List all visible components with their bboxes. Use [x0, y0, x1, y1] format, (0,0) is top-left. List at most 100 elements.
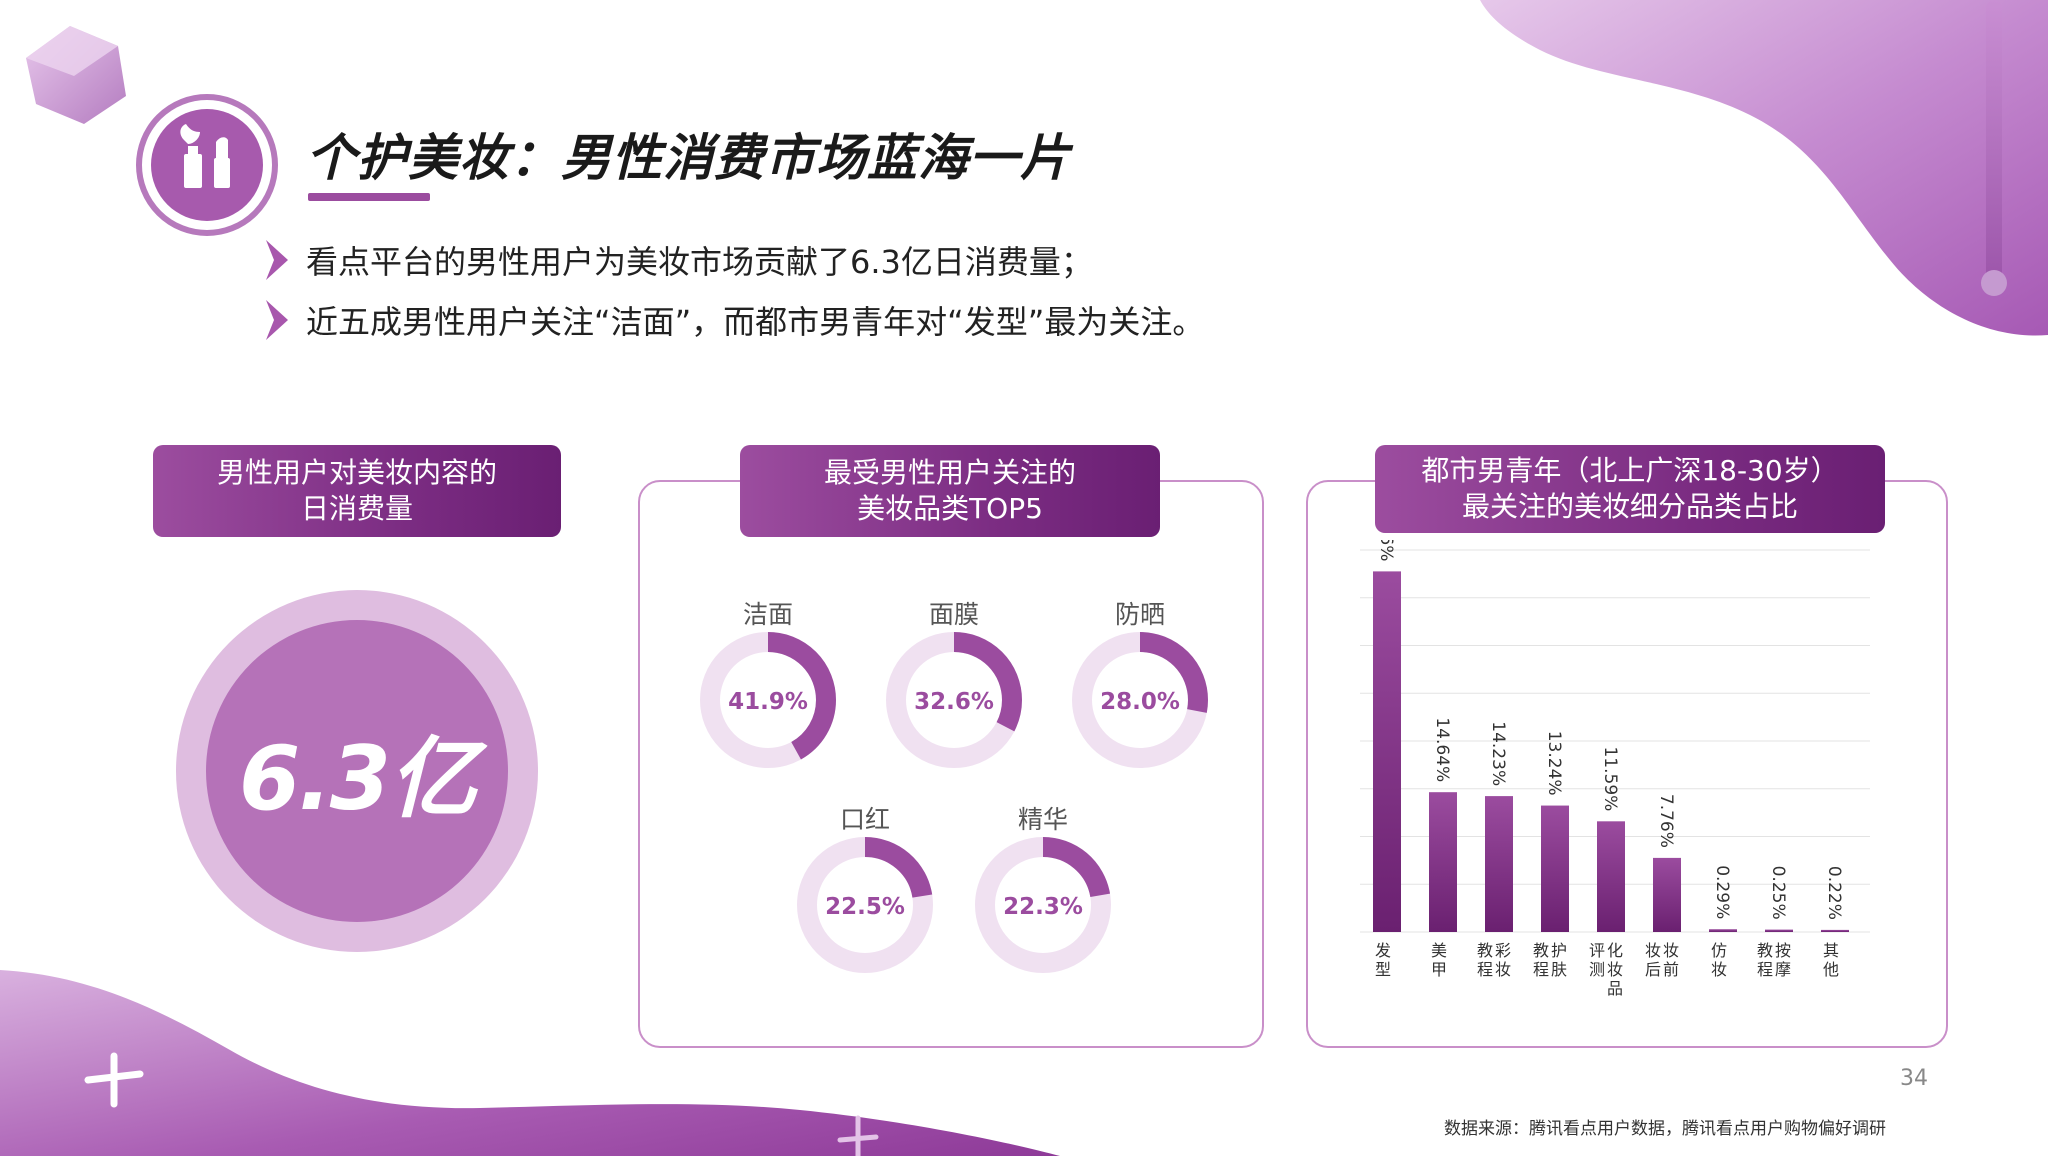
svg-text:妆: 妆: [1711, 960, 1727, 979]
donut-chart: 28.0%: [1072, 632, 1208, 768]
donut-category-label: 口红: [839, 805, 890, 834]
bar-value-label: 37.76%: [1376, 540, 1396, 561]
svg-text:教: 教: [1533, 941, 1549, 960]
makeup-brush-icon: [136, 94, 278, 236]
bar: [1653, 857, 1681, 932]
bullet-1-text: 看点平台的男性用户为美妆市场贡献了6.3亿日消费量；: [306, 243, 1093, 281]
bar: [1821, 929, 1849, 932]
bar-category-label: 美甲: [1431, 941, 1447, 979]
donut-slice: [700, 632, 836, 768]
donut-chart: 22.5%: [797, 837, 933, 973]
plus-icon: [837, 1115, 879, 1156]
panel-middle-title-line1: 最受男性用户关注的: [823, 456, 1076, 489]
donut-category-label: 防晒: [1114, 600, 1165, 629]
bullet-2-text: 近五成男性用户关注“洁面”，而都市男青年对“发型”最为关注。: [306, 303, 1205, 341]
svg-text:妆: 妆: [1495, 960, 1511, 979]
svg-text:程: 程: [1477, 960, 1493, 979]
value-circle: 6.3亿: [206, 620, 508, 922]
svg-text:妆: 妆: [1645, 941, 1661, 960]
bar: [1485, 796, 1513, 932]
donut-chart: 41.9%: [700, 632, 836, 768]
svg-text:甲: 甲: [1431, 960, 1447, 979]
bullet-2: 近五成男性用户关注“洁面”，而都市男青年对“发型”最为关注。: [266, 297, 1204, 343]
svg-text:他: 他: [1823, 960, 1839, 979]
bar-category-label: 仿妆: [1711, 941, 1727, 979]
donut-category-label: 精华: [1017, 805, 1068, 834]
bar-value-label: 7.76%: [1656, 794, 1676, 848]
panel-middle-title-line2: 美妆品类TOP5: [857, 492, 1043, 525]
panel-right-title-line1: 都市男青年（北上广深18-30岁）: [1421, 454, 1839, 487]
bar-category-label: 其他: [1823, 941, 1839, 979]
page-number: 34: [1900, 1066, 1928, 1091]
svg-text:评: 评: [1589, 941, 1605, 960]
svg-text:发: 发: [1375, 941, 1391, 960]
bar-category-label: 发型: [1375, 941, 1391, 979]
svg-text:肤: 肤: [1551, 960, 1567, 979]
panel-middle-header: 最受男性用户关注的 美妆品类TOP5: [740, 445, 1160, 537]
svg-text:后: 后: [1645, 960, 1661, 979]
donut-slice: [886, 632, 1022, 768]
panel-right-title-line2: 最关注的美妆细分品类占比: [1461, 490, 1798, 523]
bar-value-label: 13.24%: [1544, 731, 1564, 796]
panel-left-title-line2: 日消费量: [300, 492, 413, 525]
donut-value-label: 32.6%: [914, 689, 994, 715]
svg-text:程: 程: [1757, 960, 1773, 979]
title-underline: [308, 193, 430, 201]
svg-text:妆: 妆: [1663, 941, 1679, 960]
donut-category-label: 洁面: [742, 600, 793, 629]
bullet-1: 看点平台的男性用户为美妆市场贡献了6.3亿日消费量；: [266, 237, 1093, 283]
svg-text:摩: 摩: [1775, 960, 1791, 979]
panel-left-header: 男性用户对美妆内容的 日消费量: [153, 445, 561, 537]
daily-consumption-value: 6.3亿: [239, 726, 477, 830]
panel-left-title-line1: 男性用户对美妆内容的: [216, 456, 497, 489]
bar-value-label: 0.25%: [1768, 866, 1788, 920]
donut-slice: [975, 837, 1111, 973]
bottom-left-blob: [0, 970, 1060, 1156]
chevron-right-icon: [266, 240, 288, 280]
svg-text:仿: 仿: [1711, 941, 1727, 960]
svg-text:品: 品: [1607, 979, 1623, 998]
bar-value-label: 11.59%: [1600, 746, 1620, 811]
bar: [1541, 805, 1569, 932]
donut-category-label: 面膜: [928, 600, 979, 629]
svg-text:按: 按: [1775, 941, 1791, 960]
cube-decoration: [26, 26, 126, 124]
page-title: 个护美妆：男性消费市场蓝海一片: [306, 129, 1071, 187]
svg-text:测: 测: [1589, 960, 1605, 979]
bar: [1429, 792, 1457, 932]
vertical-stick: [1986, 0, 2002, 285]
bar: [1765, 929, 1793, 932]
donut-slice: [1072, 632, 1208, 768]
chevron-right-icon: [266, 300, 288, 340]
donut-value-label: 22.5%: [825, 894, 905, 920]
svg-text:彩: 彩: [1495, 941, 1511, 960]
svg-text:妆: 妆: [1607, 960, 1623, 979]
donut-chart: 32.6%: [886, 632, 1022, 768]
svg-text:程: 程: [1533, 960, 1549, 979]
bar: [1373, 571, 1401, 932]
svg-text:化: 化: [1607, 941, 1623, 960]
top-right-blob: [1480, 0, 2048, 336]
donut-value-label: 41.9%: [728, 689, 808, 715]
donut-slice: [797, 837, 933, 973]
plus-icon: [84, 1052, 144, 1108]
bar-value-label: 14.23%: [1488, 721, 1508, 786]
svg-text:教: 教: [1477, 941, 1493, 960]
panel-right-header: 都市男青年（北上广深18-30岁） 最关注的美妆细分品类占比: [1375, 445, 1885, 533]
donut-value-label: 22.3%: [1003, 894, 1083, 920]
donut-value-label: 28.0%: [1100, 689, 1180, 715]
svg-text:教: 教: [1757, 941, 1773, 960]
bar-value-label: 0.29%: [1712, 865, 1732, 919]
svg-text:前: 前: [1663, 960, 1679, 979]
bar-chart: 37.76%发型14.64%美甲14.23%彩妆教程13.24%护肤教程11.5…: [1360, 540, 1870, 998]
svg-text:美: 美: [1431, 941, 1447, 960]
bar-value-label: 14.64%: [1432, 717, 1452, 782]
donut-chart: 22.3%: [975, 837, 1111, 973]
svg-text:护: 护: [1551, 941, 1567, 960]
bar: [1597, 821, 1625, 932]
